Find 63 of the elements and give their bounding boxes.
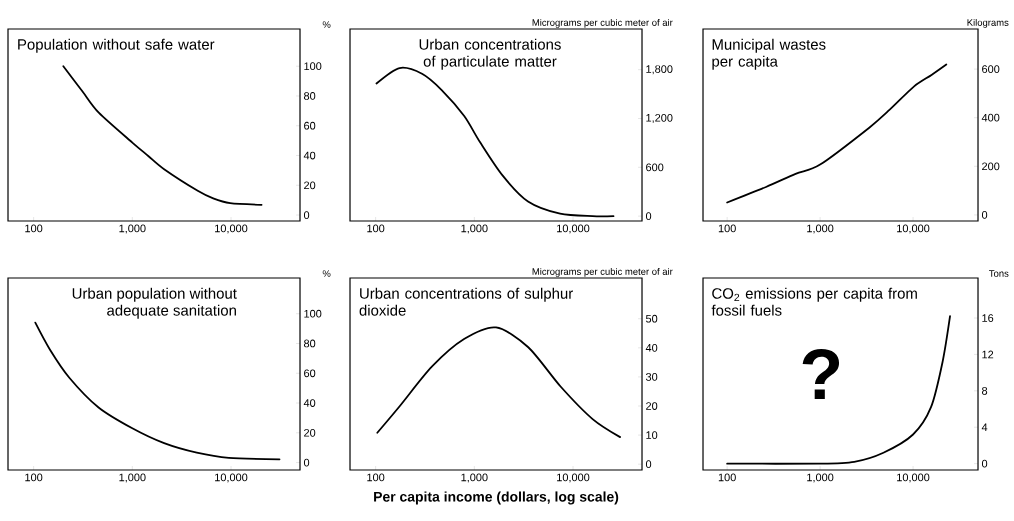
y-tick-label: 40 xyxy=(303,399,316,407)
x-tick-label: 10,000 xyxy=(897,224,930,234)
y-tick-label: 80 xyxy=(303,92,316,100)
y-tick-label: 16 xyxy=(982,314,994,322)
y-tick-label: 30 xyxy=(645,373,658,381)
x-tick-label: 100 xyxy=(367,473,385,482)
x-tick-label: 10,000 xyxy=(897,473,930,483)
x-tick-label: 100 xyxy=(718,224,736,233)
y-tick-label: 40 xyxy=(645,343,658,352)
text: Municipal wastes per capita xyxy=(712,38,826,70)
y-axis-title: Micrograms per cubic meter of air xyxy=(532,267,673,277)
y-tick-label: 0 xyxy=(645,460,652,469)
y-tick-label: 8 xyxy=(982,386,988,395)
y-tick-label: 80 xyxy=(303,339,316,348)
x-tick-label: 10,000 xyxy=(215,473,248,483)
text: Urban population without adequate sanitation xyxy=(72,287,237,319)
y-axis-title: Tons xyxy=(989,270,1009,277)
x-tick-label: 10,000 xyxy=(557,224,590,234)
x-tick-label: 100 xyxy=(367,224,385,233)
x-tick-label: 1,000 xyxy=(461,473,488,483)
y-tick-label: 200 xyxy=(982,162,1000,171)
y-axis-title: Micrograms per cubic meter of air xyxy=(532,18,673,28)
x-tick-label: 100 xyxy=(25,224,43,233)
y-tick-label: 0 xyxy=(303,458,310,467)
y-tick-label: 60 xyxy=(304,369,316,378)
y-tick-label: 1,200 xyxy=(646,113,673,124)
text: Population without safe water xyxy=(18,38,215,53)
x-tick-label: 1,000 xyxy=(119,473,146,483)
y-tick-label: 10 xyxy=(646,431,658,439)
y-axis-title: % xyxy=(322,21,331,28)
text: Urban concentrations of particulate matter xyxy=(419,38,561,70)
y-tick-label: 1,800 xyxy=(646,65,673,75)
y-tick-label: 400 xyxy=(981,113,1000,122)
y-tick-label: 50 xyxy=(645,314,658,323)
y-tick-label: 60 xyxy=(304,121,316,130)
x-tick-label: 10,000 xyxy=(557,473,590,483)
y-tick-label: 4 xyxy=(981,423,988,431)
y-tick-label: 12 xyxy=(982,350,994,359)
x-tick-label: 1,000 xyxy=(119,224,146,234)
y-tick-label: 20 xyxy=(304,428,316,437)
x-tick-label: 10,000 xyxy=(215,224,248,234)
x-tick-label: 1,000 xyxy=(461,224,488,234)
x-tick-label: 1,000 xyxy=(807,473,834,483)
x-tick-label: 100 xyxy=(718,473,736,482)
y-tick-label: 0 xyxy=(981,459,988,468)
y-tick-label: 20 xyxy=(304,181,316,190)
y-tick-label: 40 xyxy=(303,151,316,160)
text: CO$_{2}$ emissions per capita from fossil fuels xyxy=(711,287,917,316)
y-tick-label: 100 xyxy=(304,62,322,71)
y-tick-label: 100 xyxy=(304,309,322,318)
y-axis-title: % xyxy=(322,270,331,277)
annotation: ? xyxy=(802,348,840,400)
y-tick-label: 0 xyxy=(645,212,652,220)
y-axis-title: Kilograms xyxy=(967,18,1009,28)
y-tick-label: 0 xyxy=(303,211,310,219)
text: Urban concentrations of sulphur dioxide xyxy=(359,287,573,316)
y-tick-label: 20 xyxy=(646,402,658,410)
y-tick-label: 0 xyxy=(981,211,988,219)
x-tick-label: 100 xyxy=(25,473,43,482)
y-tick-label: 600 xyxy=(646,163,664,172)
x-axis-title: Per capita income (dollars, log scale) xyxy=(374,491,619,505)
y-tick-label: 600 xyxy=(982,65,1000,73)
x-tick-label: 1,000 xyxy=(807,224,834,234)
